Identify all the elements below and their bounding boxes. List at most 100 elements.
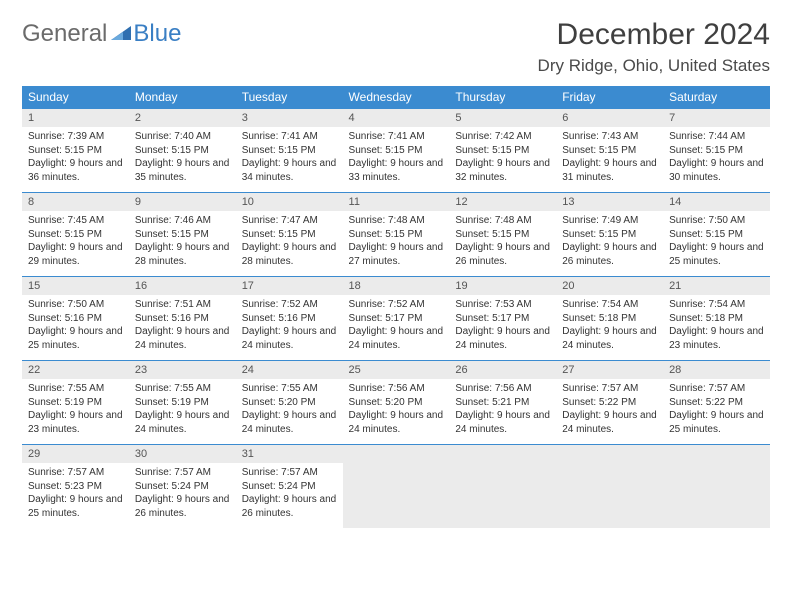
daylight-line: Daylight: 9 hours and 24 minutes. [349,409,444,436]
daylight-line: Daylight: 9 hours and 24 minutes. [562,409,657,436]
sunset-line: Sunset: 5:22 PM [562,396,657,410]
sunset-line: Sunset: 5:16 PM [135,312,230,326]
daylight-line: Daylight: 9 hours and 24 minutes. [455,409,550,436]
weekday-header: Sunday [22,86,129,109]
daylight-line: Daylight: 9 hours and 23 minutes. [28,409,123,436]
day-number-cell: 12 [449,193,556,212]
day-number-cell: 5 [449,109,556,128]
day-content-cell: Sunrise: 7:41 AMSunset: 5:15 PMDaylight:… [236,127,343,193]
sunrise-line: Sunrise: 7:53 AM [455,298,550,312]
sunset-line: Sunset: 5:17 PM [349,312,444,326]
sunrise-line: Sunrise: 7:44 AM [669,130,764,144]
sunrise-line: Sunrise: 7:57 AM [562,382,657,396]
sunset-line: Sunset: 5:18 PM [562,312,657,326]
day-number-cell: 31 [236,445,343,464]
daylight-line: Daylight: 9 hours and 30 minutes. [669,157,764,184]
daylight-line: Daylight: 9 hours and 25 minutes. [669,409,764,436]
sunset-line: Sunset: 5:17 PM [455,312,550,326]
day-number-row: 22232425262728 [22,361,770,380]
sunset-line: Sunset: 5:15 PM [242,228,337,242]
day-number-cell: 17 [236,277,343,296]
sunset-line: Sunset: 5:24 PM [242,480,337,494]
day-content-cell: Sunrise: 7:49 AMSunset: 5:15 PMDaylight:… [556,211,663,277]
daylight-line: Daylight: 9 hours and 25 minutes. [28,493,123,520]
day-content-cell: Sunrise: 7:48 AMSunset: 5:15 PMDaylight:… [449,211,556,277]
sunrise-line: Sunrise: 7:55 AM [242,382,337,396]
sunset-line: Sunset: 5:15 PM [455,228,550,242]
day-number-row: 1234567 [22,109,770,128]
sunset-line: Sunset: 5:19 PM [28,396,123,410]
weekday-header: Wednesday [343,86,450,109]
day-number-cell: 19 [449,277,556,296]
day-number-cell: 3 [236,109,343,128]
day-content-cell: Sunrise: 7:44 AMSunset: 5:15 PMDaylight:… [663,127,770,193]
daylight-line: Daylight: 9 hours and 26 minutes. [135,493,230,520]
day-number-cell: 8 [22,193,129,212]
day-content-cell: Sunrise: 7:57 AMSunset: 5:22 PMDaylight:… [663,379,770,445]
weekday-header: Saturday [663,86,770,109]
day-content-cell: Sunrise: 7:48 AMSunset: 5:15 PMDaylight:… [343,211,450,277]
sunrise-line: Sunrise: 7:57 AM [242,466,337,480]
day-content-cell: Sunrise: 7:55 AMSunset: 5:19 PMDaylight:… [22,379,129,445]
daylight-line: Daylight: 9 hours and 33 minutes. [349,157,444,184]
day-content-cell: Sunrise: 7:41 AMSunset: 5:15 PMDaylight:… [343,127,450,193]
daylight-line: Daylight: 9 hours and 27 minutes. [349,241,444,268]
sunset-line: Sunset: 5:15 PM [135,228,230,242]
day-number-cell: 26 [449,361,556,380]
daylight-line: Daylight: 9 hours and 31 minutes. [562,157,657,184]
day-content-cell: Sunrise: 7:57 AMSunset: 5:22 PMDaylight:… [556,379,663,445]
sunset-line: Sunset: 5:16 PM [28,312,123,326]
day-content-cell: Sunrise: 7:52 AMSunset: 5:17 PMDaylight:… [343,295,450,361]
sunset-line: Sunset: 5:24 PM [135,480,230,494]
day-content-cell: Sunrise: 7:47 AMSunset: 5:15 PMDaylight:… [236,211,343,277]
sunrise-line: Sunrise: 7:41 AM [349,130,444,144]
sunrise-line: Sunrise: 7:42 AM [455,130,550,144]
sunset-line: Sunset: 5:20 PM [349,396,444,410]
sunrise-line: Sunrise: 7:57 AM [28,466,123,480]
day-content-cell: Sunrise: 7:51 AMSunset: 5:16 PMDaylight:… [129,295,236,361]
sunrise-line: Sunrise: 7:47 AM [242,214,337,228]
sunrise-line: Sunrise: 7:41 AM [242,130,337,144]
day-content-cell: Sunrise: 7:57 AMSunset: 5:24 PMDaylight:… [129,463,236,528]
sunrise-line: Sunrise: 7:43 AM [562,130,657,144]
daylight-line: Daylight: 9 hours and 29 minutes. [28,241,123,268]
day-content-cell: Sunrise: 7:42 AMSunset: 5:15 PMDaylight:… [449,127,556,193]
day-content-cell [449,463,556,528]
sunrise-line: Sunrise: 7:55 AM [28,382,123,396]
day-content-cell: Sunrise: 7:56 AMSunset: 5:21 PMDaylight:… [449,379,556,445]
daylight-line: Daylight: 9 hours and 23 minutes. [669,325,764,352]
sunset-line: Sunset: 5:15 PM [349,144,444,158]
day-content-row: Sunrise: 7:50 AMSunset: 5:16 PMDaylight:… [22,295,770,361]
sunset-line: Sunset: 5:15 PM [242,144,337,158]
day-number-cell [343,445,450,464]
daylight-line: Daylight: 9 hours and 36 minutes. [28,157,123,184]
day-number-cell: 15 [22,277,129,296]
day-content-cell: Sunrise: 7:56 AMSunset: 5:20 PMDaylight:… [343,379,450,445]
day-content-cell: Sunrise: 7:40 AMSunset: 5:15 PMDaylight:… [129,127,236,193]
sunset-line: Sunset: 5:19 PM [135,396,230,410]
sunset-line: Sunset: 5:22 PM [669,396,764,410]
day-content-cell: Sunrise: 7:57 AMSunset: 5:24 PMDaylight:… [236,463,343,528]
day-number-cell: 16 [129,277,236,296]
sunset-line: Sunset: 5:15 PM [562,144,657,158]
day-content-cell: Sunrise: 7:50 AMSunset: 5:15 PMDaylight:… [663,211,770,277]
calendar-table: SundayMondayTuesdayWednesdayThursdayFrid… [22,86,770,528]
weekday-header: Tuesday [236,86,343,109]
day-content-row: Sunrise: 7:55 AMSunset: 5:19 PMDaylight:… [22,379,770,445]
daylight-line: Daylight: 9 hours and 28 minutes. [242,241,337,268]
day-number-row: 15161718192021 [22,277,770,296]
day-number-cell: 21 [663,277,770,296]
sunrise-line: Sunrise: 7:48 AM [349,214,444,228]
sunrise-line: Sunrise: 7:52 AM [242,298,337,312]
day-content-cell: Sunrise: 7:54 AMSunset: 5:18 PMDaylight:… [663,295,770,361]
day-content-cell: Sunrise: 7:46 AMSunset: 5:15 PMDaylight:… [129,211,236,277]
day-number-row: 293031 [22,445,770,464]
day-number-cell [556,445,663,464]
sunrise-line: Sunrise: 7:40 AM [135,130,230,144]
daylight-line: Daylight: 9 hours and 24 minutes. [242,325,337,352]
daylight-line: Daylight: 9 hours and 26 minutes. [562,241,657,268]
day-content-cell: Sunrise: 7:52 AMSunset: 5:16 PMDaylight:… [236,295,343,361]
day-content-row: Sunrise: 7:57 AMSunset: 5:23 PMDaylight:… [22,463,770,528]
weekday-header: Monday [129,86,236,109]
daylight-line: Daylight: 9 hours and 24 minutes. [135,325,230,352]
